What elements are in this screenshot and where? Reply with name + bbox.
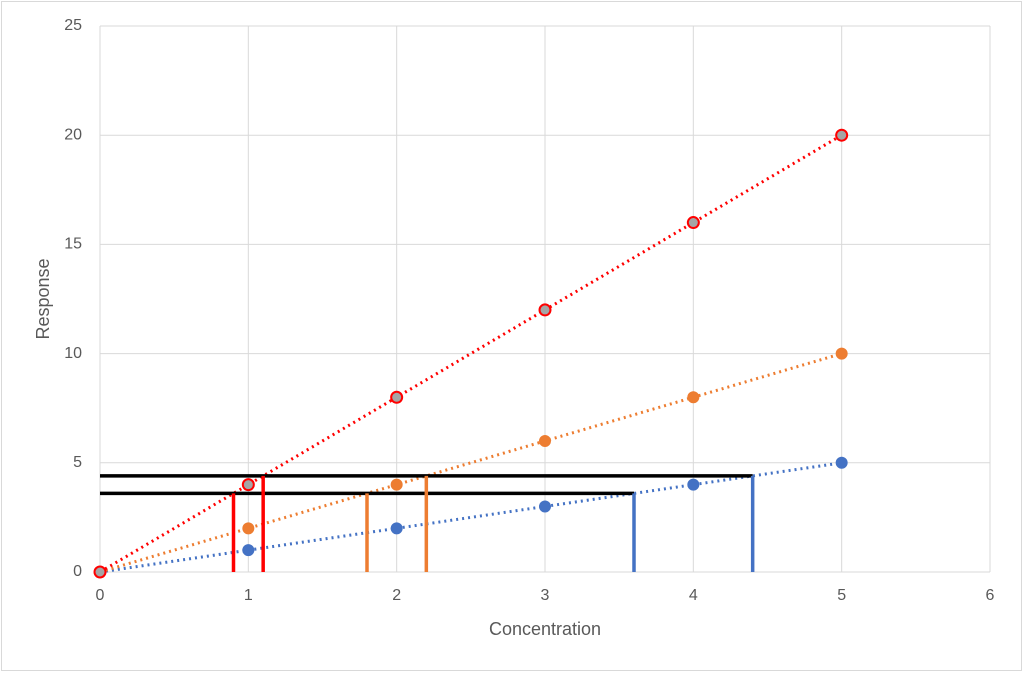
data-point [539, 500, 551, 513]
data-point [539, 434, 551, 447]
data-point [390, 478, 403, 491]
y-tick-label: 0 [73, 563, 82, 580]
y-axis-title: Response [33, 258, 53, 339]
x-axis-title: Concentration [489, 619, 601, 639]
data-point [687, 391, 700, 404]
data-point [687, 478, 700, 491]
data-point [241, 478, 255, 492]
data-point [686, 216, 700, 230]
data-point [390, 522, 403, 535]
x-tick-label: 6 [986, 587, 995, 604]
data-point [242, 522, 255, 535]
y-tick-label: 10 [64, 345, 82, 362]
x-tick-label: 5 [837, 587, 846, 604]
y-tick-label: 5 [73, 454, 82, 471]
x-tick-label: 1 [244, 587, 253, 604]
y-tick-label: 25 [64, 17, 82, 34]
data-point [835, 128, 849, 142]
x-tick-label: 0 [96, 587, 105, 604]
x-tick-label: 2 [392, 587, 401, 604]
trend-line [99, 461, 842, 574]
y-tick-label: 20 [64, 126, 82, 143]
data-point [390, 390, 404, 404]
data-point [538, 303, 552, 317]
data-point [242, 544, 255, 557]
data-point [835, 347, 848, 360]
data-point [93, 565, 107, 579]
x-tick-label: 4 [689, 587, 698, 604]
data-point [835, 456, 848, 469]
y-tick-label: 15 [64, 236, 82, 253]
x-tick-label: 3 [541, 587, 550, 604]
